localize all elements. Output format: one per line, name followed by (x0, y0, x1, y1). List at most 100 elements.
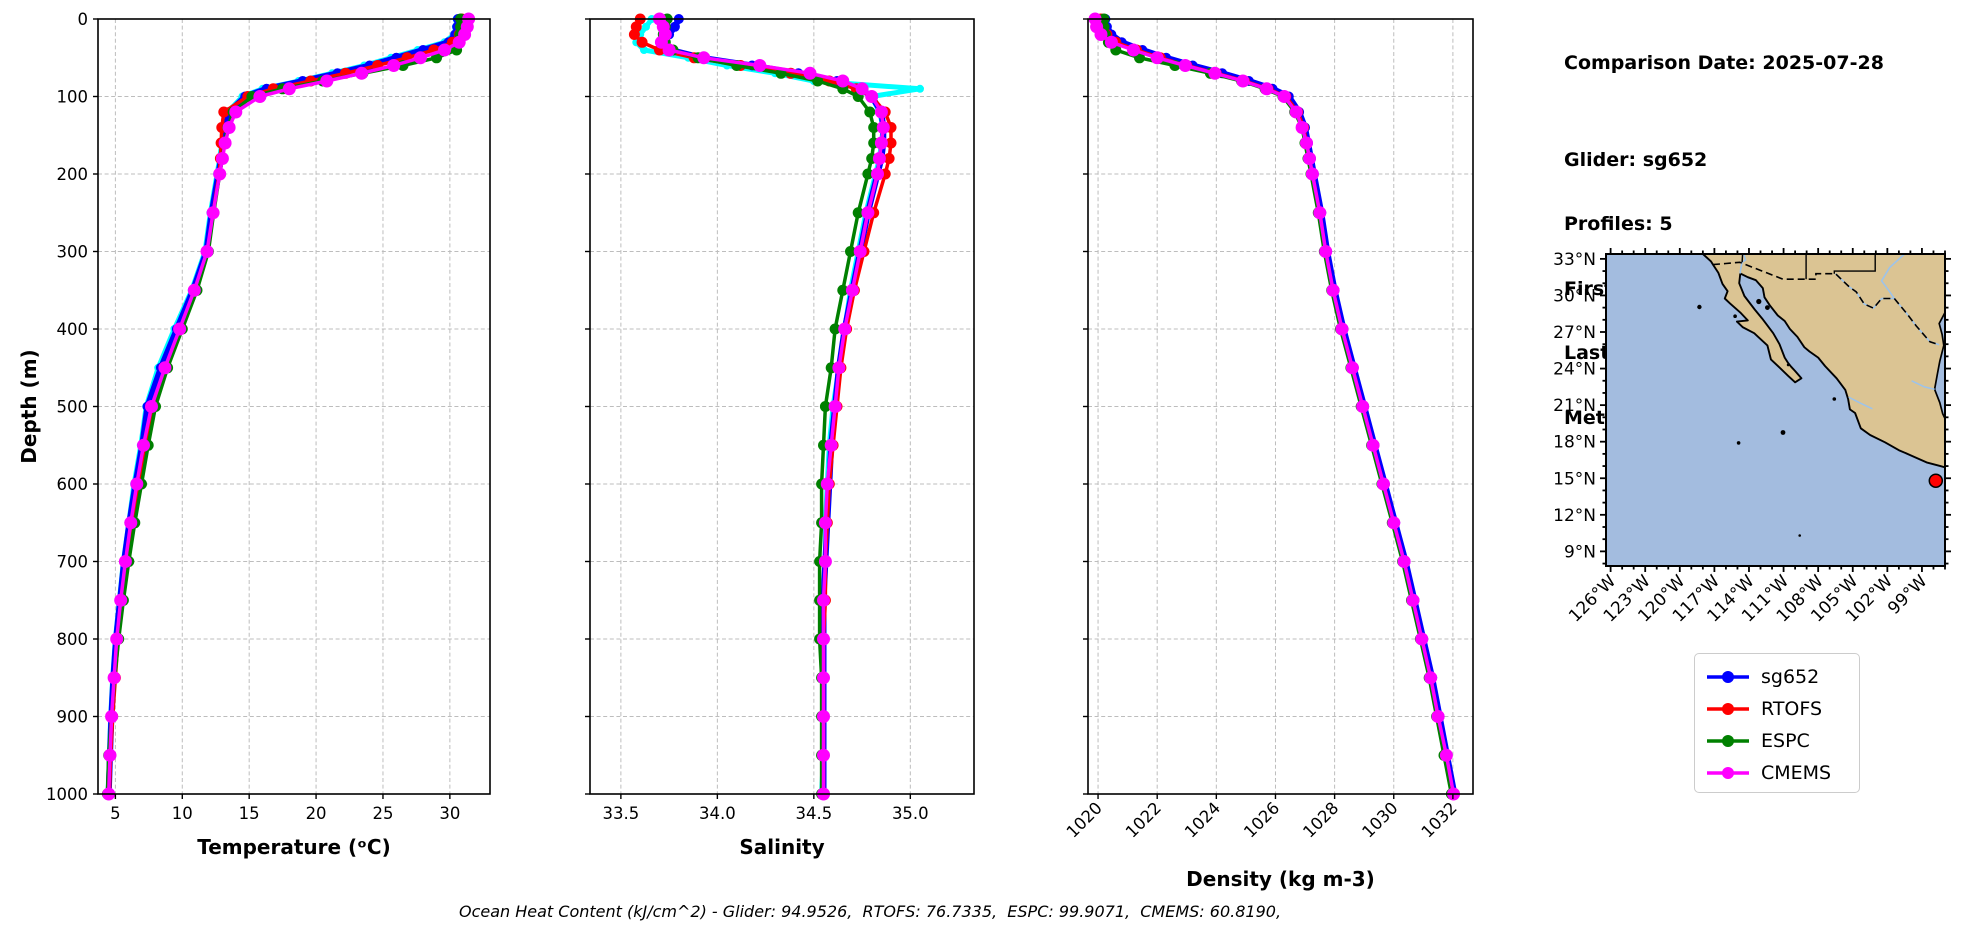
depth-tick-label: 0 (78, 10, 89, 29)
ESPC-marker (868, 122, 880, 133)
glider-location-marker (1928, 473, 1944, 488)
CMEMS-marker (118, 555, 132, 568)
ESPC-marker (862, 168, 874, 180)
depth-tick-label: 1000 (46, 785, 88, 804)
legend-marker-sg652 (1707, 671, 1749, 683)
CMEMS-marker (103, 748, 117, 762)
state-border (1833, 254, 1876, 274)
island (1736, 441, 1741, 445)
x-tick-label: 1032 (1418, 798, 1461, 841)
legend-item-CMEMS: CMEMS (1705, 757, 1859, 789)
CMEMS-marker (817, 593, 830, 607)
CMEMS-marker (828, 400, 842, 413)
legend-label: RTOFS (1761, 698, 1823, 720)
river (1911, 380, 1935, 391)
CMEMS-marker (282, 82, 296, 96)
x-axis-label: Salinity (739, 835, 824, 859)
RTOFS-marker (883, 153, 895, 164)
CMEMS-marker (1376, 477, 1390, 491)
depth-tick-label: 400 (57, 320, 89, 339)
CMEMS-marker (1335, 322, 1349, 336)
temperature-profile-chart: 5 10 15 20 25 30 0 100 200 300 400 500 600 700 800 900 1… (17, 10, 491, 859)
CMEMS-marker (1277, 90, 1291, 103)
x-tick-label: 25 (372, 804, 393, 823)
density-profile-series-ESPC (1098, 13, 1457, 800)
depth-tick-label: 600 (57, 475, 89, 494)
land-coastline (1701, 254, 1945, 469)
depth-tick-label: 800 (57, 630, 89, 649)
salinity-profile-chart: 33.5 34.0 34.5 35.0 Salinity (585, 12, 975, 859)
CMEMS-marker (213, 167, 227, 181)
grid (1088, 18, 1473, 795)
map-ticks (1600, 248, 1951, 572)
CMEMS-marker (187, 283, 201, 297)
CMEMS-marker (1208, 66, 1222, 80)
legend-label: ESPC (1761, 730, 1810, 752)
CMEMS-marker (817, 671, 830, 685)
CMEMS-marker (107, 671, 121, 685)
island (1798, 534, 1801, 537)
x-tick-label: 15 (239, 804, 260, 823)
CMEMS-marker (1366, 438, 1380, 452)
CMEMS-marker (110, 632, 124, 646)
density-profile-plot: 1020 1022 1024 1026 1028 1030 1032 Density (kg … (1063, 12, 1474, 891)
legend-marker-CMEMS (1707, 767, 1749, 779)
CMEMS-marker (1104, 35, 1118, 49)
CMEMS-marker (803, 66, 817, 80)
location-map: 33°N 30°N 27°N 24°N 21°N 18°N 15°N 12°N 9°N 126°W… (1553, 248, 1951, 626)
glider-raw-marker (640, 46, 648, 54)
ticks (585, 18, 912, 799)
CMEMS-marker (853, 245, 867, 258)
legend-item-RTOFS: RTOFS (1705, 693, 1859, 725)
CMEMS-marker (874, 105, 888, 119)
CMEMS-marker (206, 206, 220, 220)
ticks (1083, 18, 1454, 799)
lat-tick-label: 21°N (1553, 396, 1596, 416)
lat-tick-label: 24°N (1553, 360, 1596, 380)
legend: sg652 RTOFS ESPC CMEMS (1694, 653, 1860, 793)
glider-id: Glider: sg652 (1564, 148, 1708, 171)
grid (590, 18, 974, 795)
density-profile-series-CMEMS (1088, 12, 1460, 801)
CMEMS-marker (1236, 74, 1250, 88)
CMEMS-marker (662, 43, 676, 57)
CMEMS-marker (1150, 51, 1164, 65)
CMEMS-marker (158, 361, 172, 375)
CMEMS-marker (1431, 710, 1445, 723)
CMEMS-marker (817, 632, 830, 646)
legend-label: CMEMS (1761, 762, 1832, 784)
CMEMS-marker (872, 152, 886, 165)
RTOFS-marker (218, 106, 230, 118)
CMEMS-marker (438, 43, 451, 57)
RTOFS-marker (885, 137, 897, 149)
depth-tick-label: 900 (57, 708, 89, 727)
ESPC-marker (812, 75, 824, 87)
x-axis-label: Temperature (ᵒC) (197, 835, 391, 859)
depth-tick-label: 500 (57, 398, 89, 417)
island (1697, 304, 1702, 310)
river (1880, 254, 1906, 299)
ESPC-marker (837, 284, 849, 296)
CMEMS-marker (387, 59, 401, 72)
CMEMS-marker (1305, 167, 1319, 181)
x-tick-label: 1020 (1063, 798, 1106, 841)
lat-tick-label: 15°N (1553, 469, 1596, 489)
CMEMS-marker (832, 361, 846, 375)
CMEMS-marker (355, 66, 369, 80)
depth-tick-label: 300 (57, 243, 89, 262)
x-tick-label: 30 (439, 804, 460, 823)
CMEMS-marker (1094, 28, 1108, 41)
CMEMS-marker (1345, 361, 1359, 375)
island (1786, 363, 1790, 367)
river (1739, 254, 1747, 274)
CMEMS-marker (137, 438, 150, 452)
temperature-profile-series-CMEMS (102, 12, 476, 801)
depth-tick-label: 700 (57, 553, 89, 572)
island (1832, 397, 1837, 401)
RTOFS-marker (628, 29, 640, 40)
CMEMS-marker (817, 748, 830, 762)
lat-tick-label: 27°N (1553, 323, 1596, 343)
y-axis-label: Depth (m) (17, 349, 41, 463)
ohc-footnote: Ocean Heat Content (kJ/cm^2) - Glider: 9… (458, 902, 1282, 921)
ticks (93, 18, 451, 799)
